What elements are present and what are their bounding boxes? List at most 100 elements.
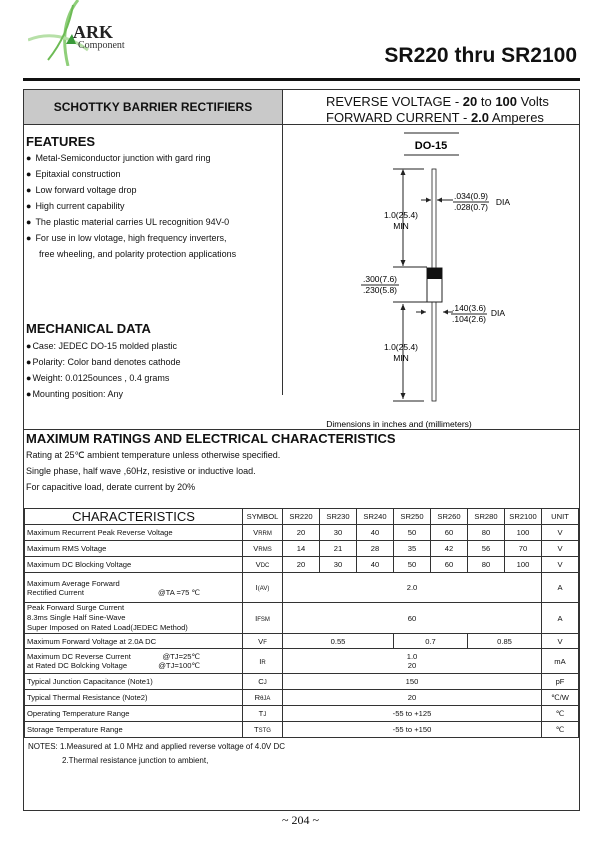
symbol: RθJA [242,689,283,706]
col-header: SR260 [430,508,468,525]
feature-item: Metal-Semiconductor junction with gard r… [26,150,236,166]
row-label: Maximum Recurrent Peak Reverse Voltage [24,524,243,541]
mechanical-title: MECHANICAL DATA [26,321,151,336]
symbol: VRRM [242,524,283,541]
table-row: Maximum Average Forward Rectified Current… [24,572,579,603]
cell: -55 to +125 [282,705,542,722]
rating-line: Single phase, half wave ,60Hz, resistive… [26,466,256,476]
body-dia-min: .104(2.6) [452,314,486,324]
table-header-row: CHARACTERISTICS SYMBOL SR220 SR230 SR240… [24,508,579,525]
cathode-band [427,268,442,279]
lead-min-label: MIN [393,221,409,231]
features-title: FEATURES [26,134,96,149]
rv-unit: Volts [517,94,549,109]
lead-length-label: 1.0(25.4) [384,210,418,220]
feature-item: Low forward voltage drop [26,182,236,198]
cell: 42 [430,540,468,557]
cell: 2.0 [282,572,542,603]
cell: 60 [282,602,542,634]
cell: 21 [319,540,357,557]
category-title: SCHOTTKY BARRIER RECTIFIERS [24,90,282,124]
page-title: SR220 thru SR2100 [384,44,577,67]
datasheet-box: SCHOTTKY BARRIER RECTIFIERS REVERSE VOLT… [23,89,580,811]
col-header: SR250 [393,508,431,525]
unit: ℃/W [541,689,579,706]
col-header: UNIT [541,508,579,525]
feature-item-cont: free wheeling, and polarity protection a… [39,249,237,259]
table-row: Typical Junction Capacitance (Note1) CJ … [24,673,579,690]
note-1: NOTES: 1.Measured at 1.0 MHz and applied… [28,742,286,751]
fc-unit: Amperes [489,110,544,125]
row-label: Maximum DC Reverse Current @TJ=25℃ at Rate… [24,648,243,674]
mechanical-list: Case: JEDEC DO-15 molded plastic Polarit… [26,338,181,402]
cell: 28 [356,540,394,557]
package-name: DO-15 [415,140,447,152]
dimensions-caption: Dimensions in inches and (millimeters) [326,419,472,429]
table-row: Operating Temperature Range TJ -55 to +1… [24,705,579,722]
page-number: ~ 204 ~ [282,813,319,827]
cell: -55 to +150 [282,721,542,738]
col-header: CHARACTERISTICS [24,508,243,525]
unit: V [541,540,579,557]
dia-label: DIA [491,308,506,318]
row-label: Operating Temperature Range [24,705,243,722]
table-row: Maximum RMS Voltage VRMS 14 21 28 35 42 56 70 … [24,540,579,557]
cell: 70 [504,540,542,557]
cell: 60 [430,556,468,573]
cell: 100 [504,556,542,573]
cell: 20 [282,524,320,541]
cell: 14 [282,540,320,557]
unit: V [541,524,579,541]
rv-min: 20 [462,94,478,109]
row-label: Typical Thermal Resistance (Note2) [24,689,243,706]
table-row: Peak Forward Surge Current 8.3ms Single H… [24,602,579,634]
symbol: VRMS [242,540,283,557]
company-logo: ARK Component [28,0,138,66]
cell: 80 [467,524,505,541]
dimension-arrows [361,168,489,402]
cell: 60 [430,524,468,541]
col-header: SR280 [467,508,505,525]
table-row: Maximum DC Blocking Voltage VDC 20 30 40 50… [24,556,579,573]
cell: 40 [356,556,394,573]
body-dia-max: .140(3.6) [452,303,486,313]
col-header: SR2100 [504,508,542,525]
rv-to: to [477,94,496,109]
unit: ℃ [541,705,579,722]
cell: 20 [282,689,542,706]
cell: 40 [356,524,394,541]
cell: 30 [319,556,357,573]
table-row: Storage Temperature Range TSTG -55 to +1… [24,721,579,738]
feature-item: For use in low vlotage, high frequency i… [26,230,236,246]
unit: V [541,633,579,649]
table-row: Maximum Recurrent Peak Reverse Voltage V… [24,524,579,541]
rv-label: REVERSE VOLTAGE - [326,94,463,109]
feature-item: The plastic material carries UL recognit… [26,214,236,230]
mech-item: Mounting position: Any [26,386,181,402]
ratings-title: MAXIMUM RATINGS AND ELECTRICAL CHARACTER… [26,431,396,446]
table-row: Typical Thermal Resistance (Note2) RθJA … [24,689,579,706]
symbol: TJ [242,705,283,722]
row-label: Maximum Forward Voltage at 2.0A DC [24,633,243,649]
divider [24,429,579,430]
logo-swoosh-icon [28,0,89,66]
divider [24,124,579,125]
col-header: SR240 [356,508,394,525]
row-label: Peak Forward Surge Current 8.3ms Single H… [24,602,243,634]
symbol: VDC [242,556,283,573]
unit: V [541,556,579,573]
lead-dia-min: .028(0.7) [454,202,488,212]
ratings-summary: REVERSE VOLTAGE - 20 to 100 Volts FORWAR… [326,94,549,126]
divider [282,90,283,395]
col-header: SYMBOL [242,508,283,525]
cell: 0.55 [282,633,394,649]
symbol: TSTG [242,721,283,738]
feature-item: High current capability [26,198,236,214]
body-len-min: .230(5.8) [363,285,397,295]
cell: 56 [467,540,505,557]
cell: 30 [319,524,357,541]
cell: 0.7 [393,633,468,649]
rating-line: Rating at 25℃ ambient temperature unless… [26,450,281,460]
symbol: IFSM [242,602,283,634]
fc-label: FORWARD CURRENT - [326,110,471,125]
